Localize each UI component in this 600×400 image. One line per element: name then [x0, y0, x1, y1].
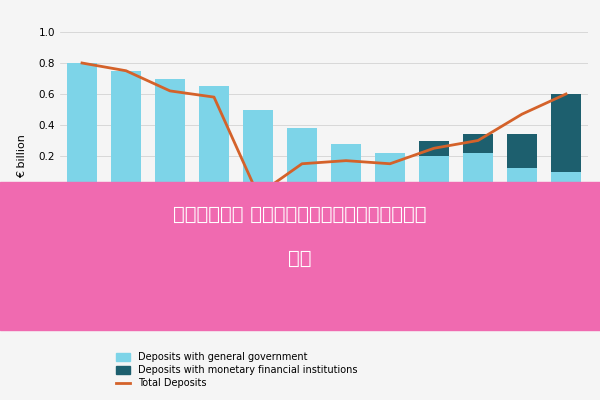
Bar — [155, 187, 185, 195]
Bar — [419, 156, 449, 187]
Bar — [199, 86, 229, 187]
Bar — [67, 63, 97, 187]
Bar — [551, 94, 581, 172]
Bar — [463, 153, 493, 187]
Bar — [506, 187, 538, 198]
Bar — [463, 187, 493, 198]
Text: 实施: 实施 — [288, 248, 312, 268]
Bar — [287, 187, 317, 202]
Bar — [374, 153, 406, 187]
Bar — [463, 134, 493, 153]
Bar — [506, 134, 538, 168]
Bar — [155, 78, 185, 187]
Bar — [287, 128, 317, 187]
Legend: Deposits with general government, Deposits with monetary financial institutions,: Deposits with general government, Deposi… — [113, 350, 361, 391]
Bar — [374, 187, 406, 200]
Text: 国内配资平台 全国省级国土空间规划已全部批准: 国内配资平台 全国省级国土空间规划已全部批准 — [173, 204, 427, 224]
Bar — [331, 144, 361, 187]
Bar — [551, 187, 581, 198]
Bar — [551, 172, 581, 187]
Bar — [110, 187, 142, 195]
Bar — [242, 110, 274, 187]
Bar — [242, 187, 274, 257]
Bar — [419, 140, 449, 156]
Bar — [67, 187, 97, 195]
Bar — [331, 187, 361, 200]
Bar — [506, 168, 538, 187]
Bar — [419, 187, 449, 198]
Bar — [110, 71, 142, 187]
Bar — [199, 187, 229, 195]
Y-axis label: € billion: € billion — [17, 134, 27, 178]
